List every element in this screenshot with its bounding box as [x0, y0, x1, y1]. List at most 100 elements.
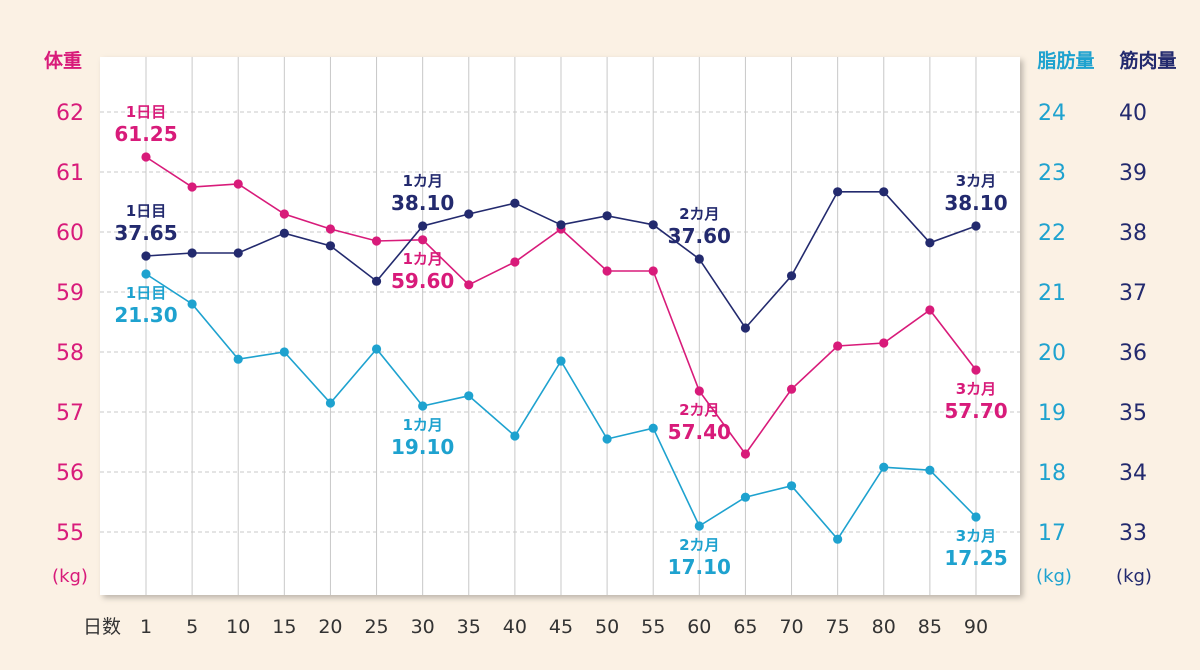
x-tick-label: 50	[595, 616, 619, 638]
muscle-data-point	[694, 254, 704, 264]
x-axis-title: 日数	[83, 616, 121, 638]
annotation-value-label: 37.60	[668, 224, 731, 248]
annotation-period-label: 3カ月	[956, 380, 996, 398]
weight-tick-label: 58	[56, 341, 84, 366]
weight-tick-label: 57	[56, 401, 84, 426]
fat-tick-label: 18	[1038, 461, 1066, 486]
muscle-data-point	[464, 209, 474, 219]
fat-data-point	[833, 534, 843, 544]
muscle-data-point	[418, 221, 428, 231]
muscle-tick-label: 40	[1119, 101, 1147, 126]
weight-data-point	[740, 449, 751, 459]
x-tick-label: 1	[140, 616, 152, 638]
fat-data-point	[279, 347, 289, 357]
fat-data-point	[971, 512, 981, 522]
fat-data-point	[233, 354, 243, 364]
muscle-data-point	[971, 221, 981, 231]
x-tick-label: 40	[503, 616, 527, 638]
muscle-data-point	[879, 187, 889, 197]
fat-data-point	[694, 521, 704, 531]
muscle-data-point	[325, 241, 336, 251]
weight-tick-label: 56	[56, 461, 84, 486]
x-tick-label: 65	[733, 616, 757, 638]
annotation-value-label: 38.10	[391, 191, 454, 215]
muscle-tick-label: 37	[1119, 281, 1147, 306]
annotation-period-label: 1日目	[126, 103, 166, 121]
x-tick-label: 75	[826, 616, 850, 638]
x-tick-label: 15	[272, 616, 296, 638]
annotation-layer: 1日目61.251カ月59.602カ月57.403カ月57.701日目21.30…	[114, 103, 1007, 579]
weight-data-point	[510, 257, 520, 267]
muscle-tick-label: 33	[1119, 521, 1147, 546]
fat-tick-label: 22	[1038, 221, 1066, 246]
muscle-axis-ticks: 33 34 35 36 37 38 39 40	[1119, 101, 1147, 546]
x-tick-label: 60	[687, 616, 711, 638]
fat-data-point	[648, 423, 658, 433]
series-layer	[141, 152, 981, 544]
fat-tick-label: 21	[1038, 281, 1066, 306]
fat-data-point	[371, 344, 382, 354]
fat-tick-label: 17	[1038, 521, 1066, 546]
annotation-value-label: 21.30	[114, 303, 177, 327]
weight-data-point	[325, 224, 336, 234]
muscle-axis-unit: (kg)	[1116, 566, 1152, 587]
muscle-data-point	[786, 271, 797, 281]
muscle-data-point	[141, 251, 151, 261]
x-tick-label: 45	[549, 616, 573, 638]
muscle-tick-label: 36	[1119, 341, 1147, 366]
weight-data-point	[279, 209, 289, 219]
muscle-data-point	[279, 228, 289, 238]
muscle-tick-label: 34	[1119, 461, 1147, 486]
weight-data-point	[371, 236, 382, 246]
x-tick-label: 5	[186, 616, 198, 638]
x-tick-label: 70	[779, 616, 803, 638]
x-tick-label: 35	[457, 616, 481, 638]
muscle-data-point	[371, 276, 382, 286]
weight-tick-label: 59	[56, 281, 84, 306]
muscle-axis-title: 筋肉量	[1119, 49, 1176, 72]
annotation-value-label: 37.65	[114, 221, 177, 245]
annotation-value-label: 57.70	[944, 399, 1007, 423]
fat-tick-label: 23	[1038, 161, 1066, 186]
fat-data-point	[418, 401, 428, 411]
fat-data-point	[510, 431, 520, 441]
fat-tick-label: 20	[1038, 341, 1066, 366]
fat-data-point	[187, 299, 197, 309]
weight-tick-label: 62	[56, 101, 84, 126]
annotation-period-label: 1カ月	[402, 250, 442, 268]
fat-data-point	[786, 481, 797, 491]
weight-data-point	[187, 182, 197, 192]
muscle-data-point	[556, 220, 566, 230]
weight-axis-title: 体重	[44, 49, 82, 72]
muscle-tick-label: 38	[1119, 221, 1147, 246]
fat-data-point	[556, 356, 566, 366]
muscle-data-point	[925, 238, 935, 248]
weight-data-point	[648, 266, 658, 276]
fat-data-point	[141, 269, 151, 279]
muscle-data-point	[187, 248, 197, 258]
fat-data-point	[325, 398, 336, 408]
x-axis-ticks: 1 5 10 15 20 25 30 35 40 45 50 55 60 65 70 75 80 85 90	[140, 616, 988, 638]
plot-area	[100, 57, 1020, 595]
annotation-value-label: 17.25	[944, 546, 1007, 570]
annotation-period-label: 1カ月	[402, 172, 442, 190]
x-tick-label: 85	[918, 616, 942, 638]
weight-data-point	[418, 235, 428, 245]
fat-tick-label: 24	[1038, 101, 1066, 126]
weight-data-point	[464, 280, 474, 290]
x-tick-label: 55	[641, 616, 665, 638]
annotation-value-label: 61.25	[114, 122, 177, 146]
annotation-value-label: 59.60	[391, 269, 454, 293]
annotation-period-label: 2カ月	[679, 401, 719, 419]
weight-axis-ticks: 55 56 57 58 59 60 61 62	[56, 101, 84, 546]
weight-data-point	[971, 365, 981, 375]
